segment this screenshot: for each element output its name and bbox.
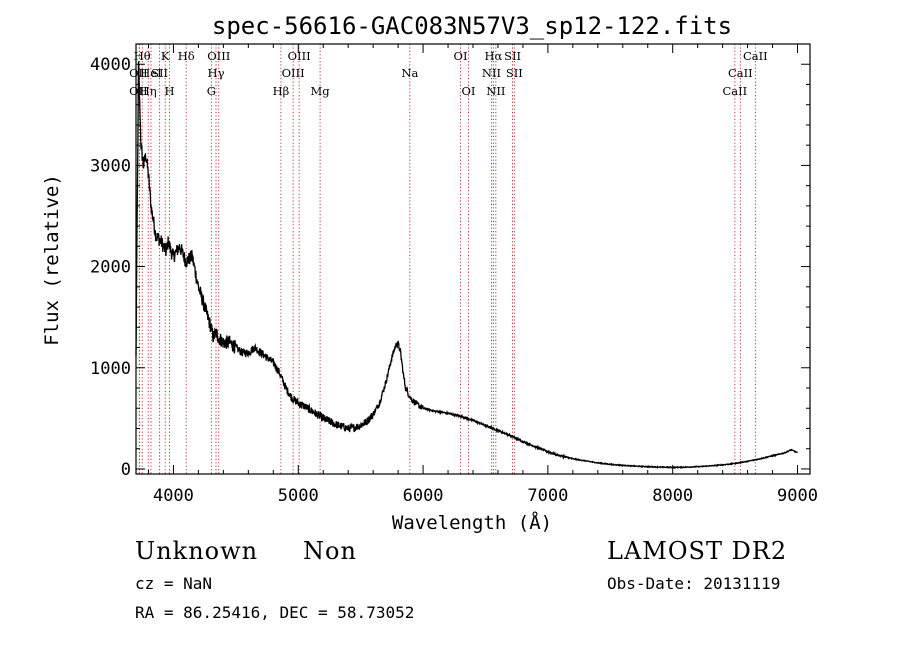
line-marker-label: OI <box>454 49 468 63</box>
line-marker-label: CaII <box>728 66 753 80</box>
line-marker-label: Hγ <box>208 66 225 80</box>
line-marker-label: SII <box>506 66 523 80</box>
axis-ticks: 4000 5000 6000 7000 8000 9000 0 1000 2000 3000 400… <box>90 43 818 506</box>
line-marker-label: NII <box>482 66 501 80</box>
line-marker-label: HeI <box>140 66 161 80</box>
line-marker-label: Hα <box>484 49 502 63</box>
line-marker-label: K <box>161 49 170 63</box>
y-tick-label: 4000 <box>90 55 131 75</box>
line-marker-label: NII <box>486 84 505 98</box>
line-marker-label: Hβ <box>273 84 290 98</box>
line-marker-group <box>138 44 756 474</box>
line-marker-label: OI <box>462 84 476 98</box>
line-marker-label: Hη <box>140 84 157 98</box>
line-marker-label: OII <box>129 84 148 98</box>
spectrum-line <box>135 61 799 470</box>
y-tick-label: 2000 <box>90 258 131 278</box>
line-marker-labels: OIIOIIHθHηHeISIIKHHδGHγOIIIHβOIIIOIIIMgN… <box>129 49 768 98</box>
x-tick-label: 9000 <box>777 486 818 506</box>
survey-name: LAMOST DR2 <box>607 537 788 565</box>
chart-title: spec-56616-GAC083N57V3_sp12-122.fits <box>212 12 732 40</box>
y-tick-label: 0 <box>121 460 131 480</box>
sky-coordinates: RA = 86.25416, DEC = 58.73052 <box>135 603 415 622</box>
x-tick-label: 8000 <box>652 486 693 506</box>
line-marker-label: Hθ <box>134 49 151 63</box>
x-axis-label: Wavelength (Å) <box>392 511 552 534</box>
spectrum-chart: 4000 5000 6000 7000 8000 9000 0 1000 2000 3000 400… <box>41 12 818 534</box>
line-marker-label: G <box>207 84 216 98</box>
spectral-subclass: Non <box>303 537 357 565</box>
line-marker-label: SII <box>151 66 168 80</box>
spectral-class: Unknown <box>135 537 259 565</box>
observation-date: Obs-Date: 20131119 <box>607 574 781 593</box>
y-tick-label: 1000 <box>90 359 131 379</box>
line-marker-label: CaII <box>722 84 747 98</box>
y-axis-label: Flux (relative) <box>41 174 63 346</box>
line-marker-label: OIII <box>282 66 305 80</box>
line-marker-label: Na <box>401 66 418 80</box>
redshift-cz: cz = NaN <box>135 574 213 593</box>
x-tick-label: 7000 <box>527 486 568 506</box>
line-marker-label: CaII <box>743 49 768 63</box>
x-tick-label: 6000 <box>403 486 444 506</box>
line-marker-label: OIII <box>288 49 311 63</box>
y-tick-label: 3000 <box>90 156 131 176</box>
line-marker-label: SII <box>504 49 521 63</box>
line-marker-label: OIII <box>207 49 230 63</box>
plot-frame <box>135 43 811 475</box>
line-marker-label: Mg <box>311 84 331 98</box>
line-marker-label: Hδ <box>178 49 195 63</box>
line-marker-label: H <box>165 84 175 98</box>
line-marker-label: OII <box>129 66 148 80</box>
x-tick-label: 5000 <box>278 486 319 506</box>
x-tick-label: 4000 <box>153 486 194 506</box>
